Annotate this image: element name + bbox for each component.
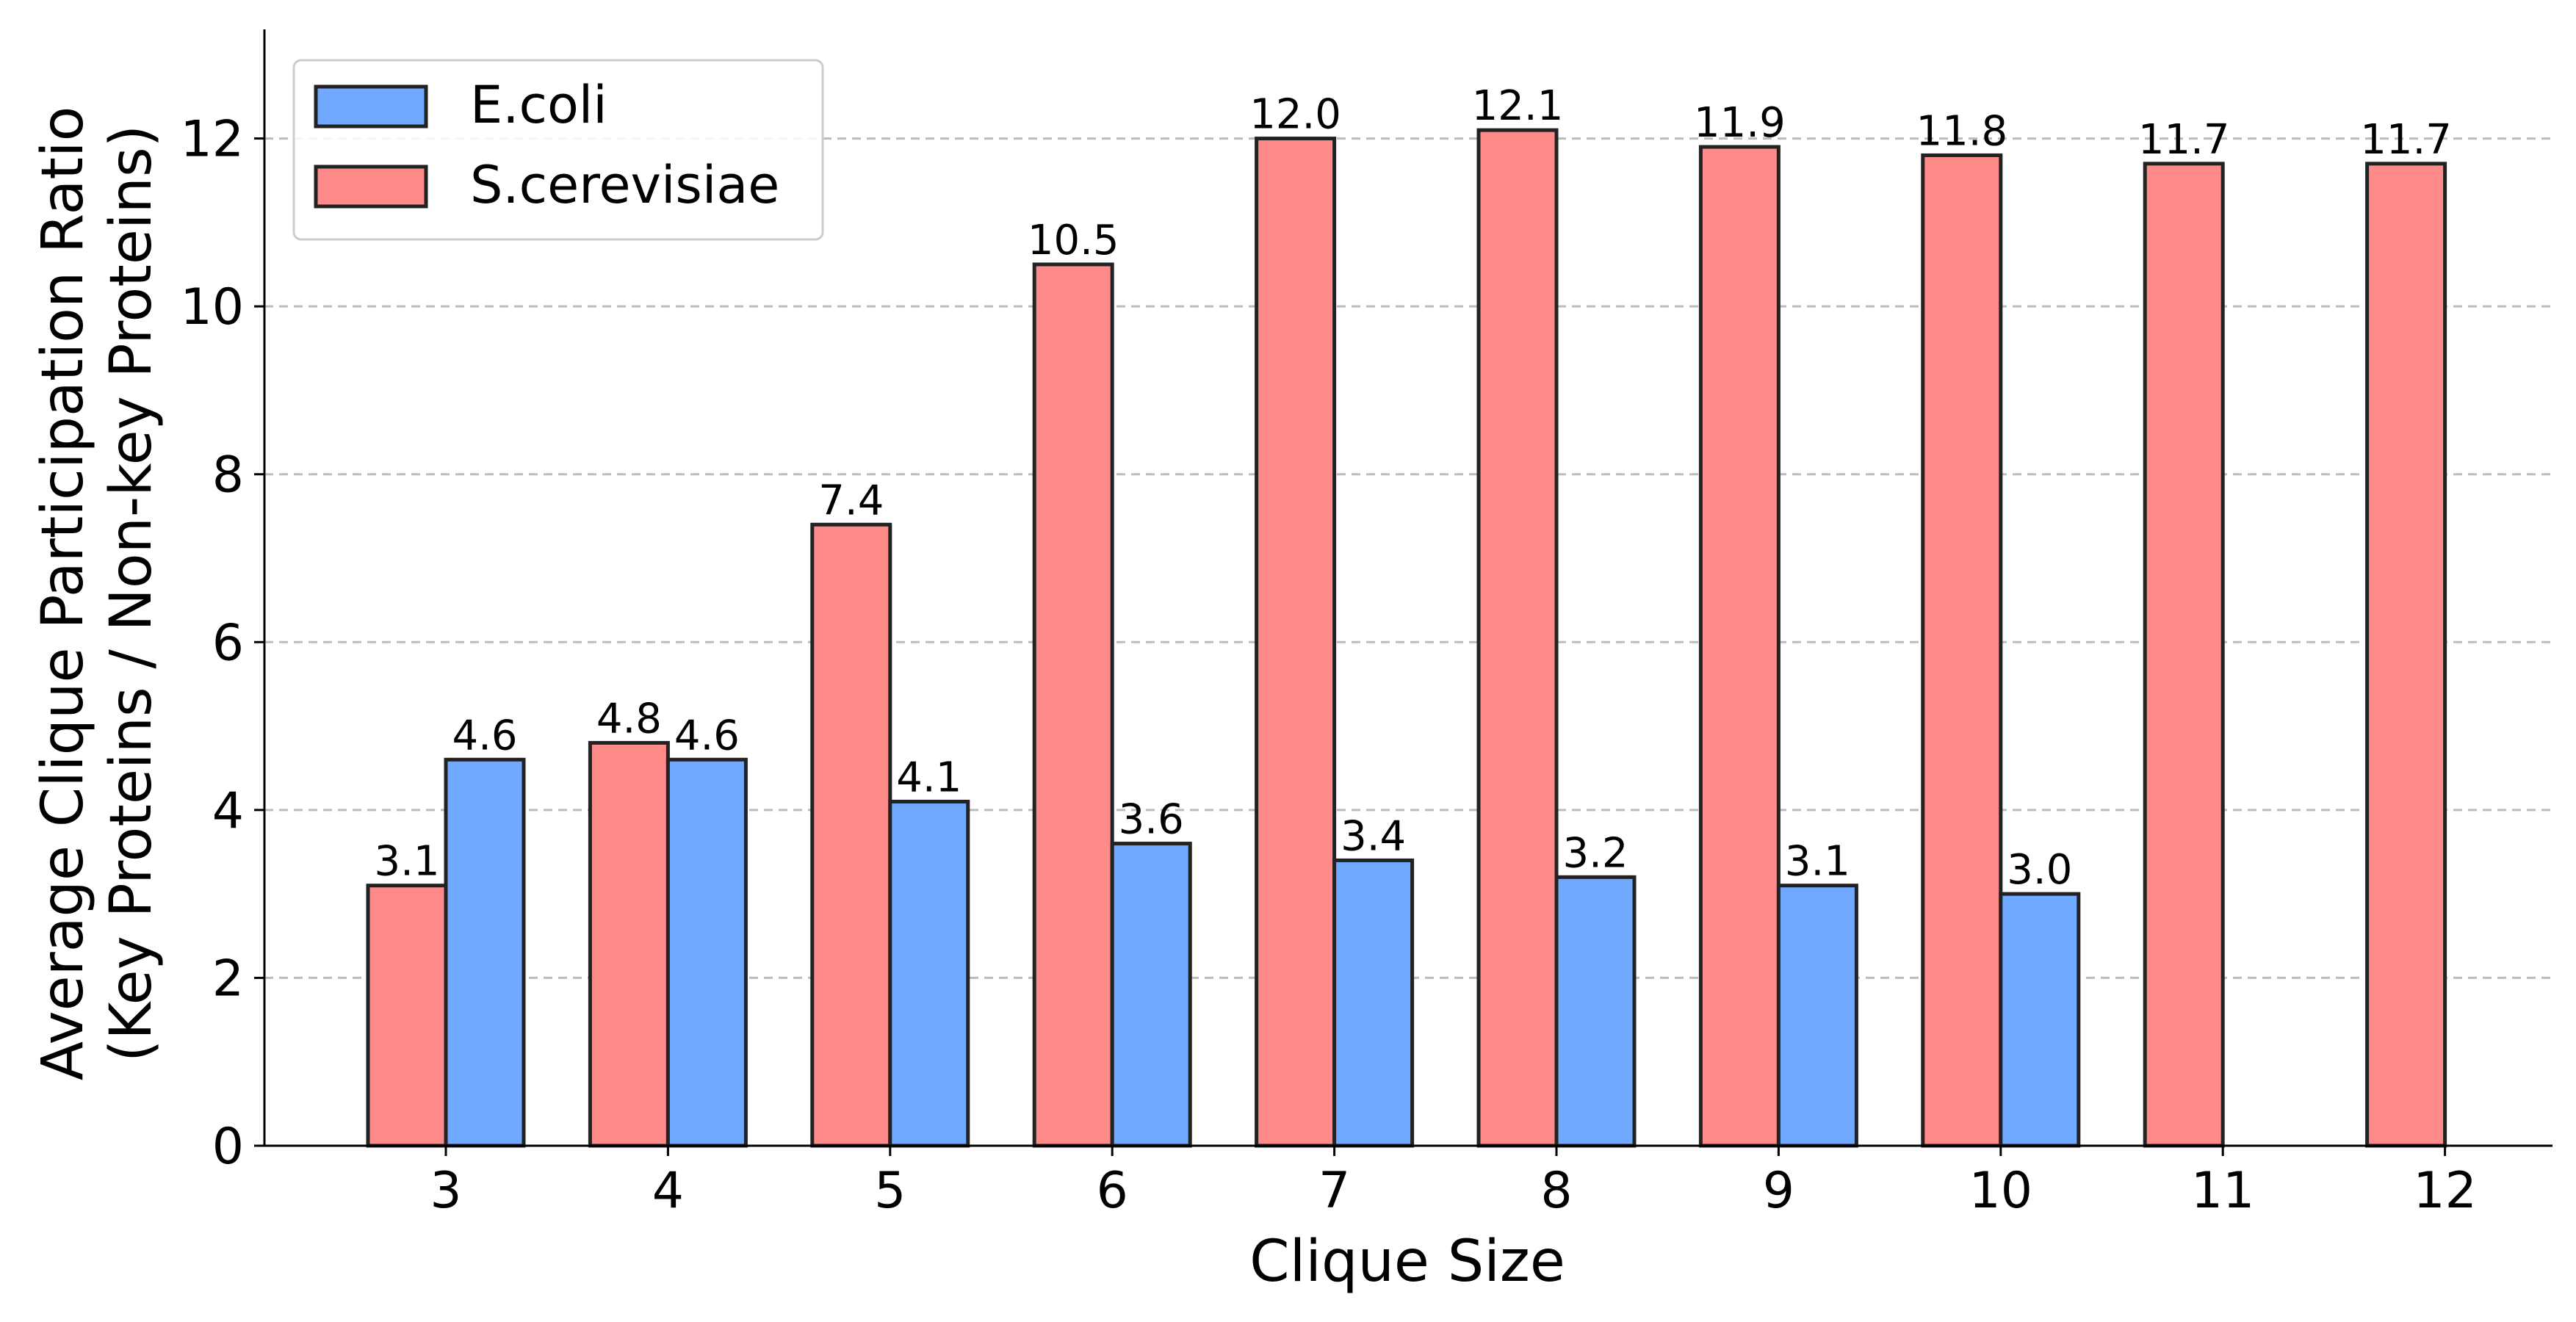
bar-scerevisiae-4 bbox=[588, 740, 670, 1148]
y-axis-title-line2: (Key Proteins / Non-key Proteins) bbox=[98, 125, 165, 1062]
bar-scerevisiae-9 bbox=[1698, 145, 1781, 1148]
bar-scerevisiae-5 bbox=[810, 522, 892, 1148]
y-tick-label: 10 bbox=[180, 278, 244, 336]
y-tick-labels: 0 2 4 6 8 10 12 bbox=[180, 111, 244, 1176]
x-tick-label: 3 bbox=[430, 1162, 461, 1220]
legend-swatch-ecoli bbox=[314, 84, 428, 129]
y-tick-label: 2 bbox=[212, 950, 244, 1008]
bar-value-label-ecoli-4: 4.6 bbox=[674, 712, 740, 759]
x-tick-label: 7 bbox=[1318, 1162, 1350, 1220]
bar-value-label-scerevisiae-6: 10.5 bbox=[1028, 217, 1119, 264]
bar-scerevisiae-11 bbox=[2143, 162, 2225, 1148]
bar-scerevisiae-10 bbox=[1921, 153, 2003, 1148]
x-tick-labels: 3 4 5 6 7 8 9 10 11 12 bbox=[430, 1162, 2476, 1220]
bar-ecoli-7 bbox=[1332, 858, 1415, 1148]
bar-value-label-scerevisiae-8: 12.1 bbox=[1472, 82, 1564, 130]
bar-value-label-scerevisiae-5: 7.4 bbox=[818, 477, 884, 524]
bar-ecoli-3 bbox=[444, 757, 526, 1148]
legend-label-ecoli: E.coli bbox=[470, 75, 607, 135]
x-axis-title: Clique Size bbox=[1249, 1229, 1565, 1295]
bar-value-label-ecoli-6: 3.6 bbox=[1119, 796, 1184, 844]
x-tick-label: 12 bbox=[2413, 1162, 2477, 1220]
bar-scerevisiae-3 bbox=[366, 884, 448, 1148]
legend: E.coli S.cerevisiae bbox=[292, 59, 824, 241]
bar-value-label-scerevisiae-7: 12.0 bbox=[1249, 91, 1341, 139]
bar-value-label-ecoli-9: 3.1 bbox=[1785, 838, 1850, 886]
bar-value-label-ecoli-7: 3.4 bbox=[1341, 812, 1406, 860]
bar-ecoli-4 bbox=[665, 757, 748, 1148]
bar-ecoli-5 bbox=[888, 799, 970, 1148]
bar-value-labels: 3.1 4.8 7.4 10.5 12.0 12.1 11.9 11.8 11.7 11.7 4.6… bbox=[374, 82, 2451, 894]
x-tick-label: 10 bbox=[1969, 1162, 2033, 1220]
bar-scerevisiae-6 bbox=[1032, 262, 1114, 1148]
bar-scerevisiae-8 bbox=[1476, 128, 1559, 1148]
bar-value-label-scerevisiae-3: 3.1 bbox=[374, 838, 439, 886]
bar-value-label-scerevisiae-12: 11.7 bbox=[2360, 116, 2452, 164]
bar-value-label-scerevisiae-10: 11.8 bbox=[1916, 107, 2007, 155]
bar-ecoli-6 bbox=[1110, 842, 1192, 1148]
bar-value-label-ecoli-10: 3.0 bbox=[2007, 846, 2072, 894]
bar-scerevisiae-12 bbox=[2365, 162, 2447, 1148]
y-tick-label: 12 bbox=[180, 111, 244, 169]
bars bbox=[366, 128, 2447, 1148]
bar-ecoli-9 bbox=[1776, 884, 1858, 1148]
bar-value-label-ecoli-5: 4.1 bbox=[896, 754, 962, 801]
bar-value-label-scerevisiae-4: 4.8 bbox=[596, 695, 662, 743]
axes bbox=[254, 29, 2552, 1156]
x-tick-label: 8 bbox=[1540, 1162, 1572, 1220]
bar-scerevisiae-7 bbox=[1255, 137, 1337, 1148]
legend-label-scerevisiae: S.cerevisiae bbox=[470, 155, 779, 215]
bar-ecoli-8 bbox=[1554, 875, 1637, 1148]
y-tick-label: 0 bbox=[212, 1118, 244, 1176]
x-tick-label: 4 bbox=[652, 1162, 684, 1220]
x-tick-label: 5 bbox=[874, 1162, 906, 1220]
y-tick-label: 6 bbox=[212, 614, 244, 672]
bar-value-label-scerevisiae-9: 11.9 bbox=[1694, 99, 1786, 147]
bar-value-label-scerevisiae-11: 11.7 bbox=[2138, 116, 2230, 164]
bar-ecoli-10 bbox=[1999, 892, 2081, 1148]
y-tick-label: 8 bbox=[212, 447, 244, 505]
y-axis-title-line1: Average Clique Participation Ratio bbox=[30, 106, 96, 1081]
bar-value-label-ecoli-8: 3.2 bbox=[1562, 829, 1628, 877]
y-tick-label: 4 bbox=[212, 782, 244, 840]
bar-value-label-ecoli-3: 4.6 bbox=[452, 712, 517, 759]
x-tick-label: 9 bbox=[1763, 1162, 1794, 1220]
x-tick-label: 6 bbox=[1097, 1162, 1128, 1220]
x-tick-label: 11 bbox=[2191, 1162, 2255, 1220]
legend-swatch-scerevisiae bbox=[314, 165, 428, 209]
